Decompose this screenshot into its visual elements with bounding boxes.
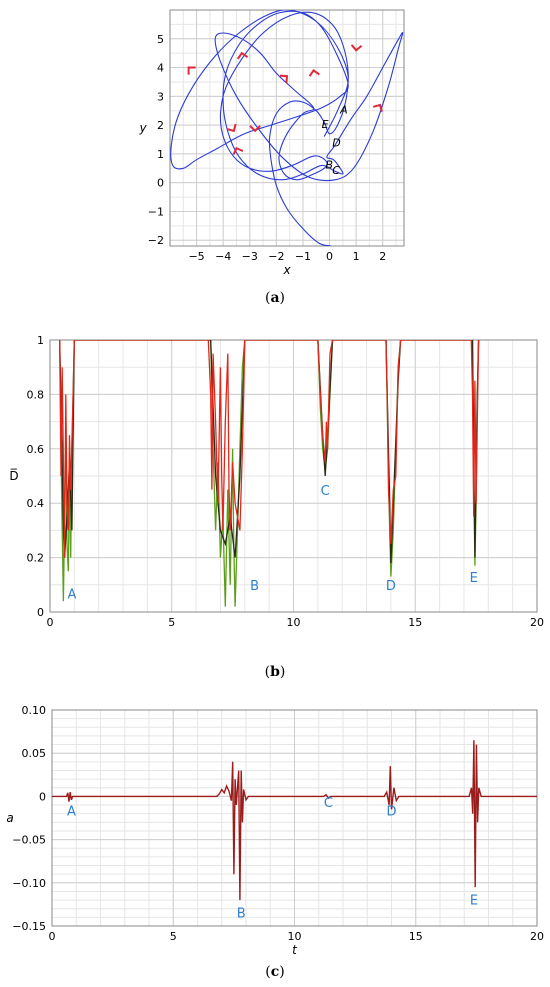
direction-arrow bbox=[350, 44, 363, 52]
caption-b-letter: b bbox=[270, 664, 280, 680]
point-label: D bbox=[332, 137, 340, 150]
panel-a: −5 −4 −3 −2 −1 0 1 2 −2 −1 0 1 2 3 4 5 x y A E D B C bbox=[0, 0, 550, 310]
y-tick-label: 5 bbox=[157, 33, 164, 46]
x-tick-label: 15 bbox=[409, 930, 423, 943]
x-tick-label: 0 bbox=[47, 616, 54, 629]
panel-b: 0 5 10 15 20 0 0.2 0.4 0.6 0.8 1 D̅ A B C D E bbox=[0, 322, 550, 687]
x-tick-label: 1 bbox=[353, 250, 360, 263]
caption-c: (c) bbox=[265, 964, 285, 980]
dbar-chart: 0 5 10 15 20 0 0.2 0.4 0.6 0.8 1 D̅ A B C D E bbox=[9, 334, 544, 629]
x-tick-label: 0 bbox=[49, 930, 56, 943]
x-tick-label: −4 bbox=[215, 250, 231, 263]
arrow-head bbox=[249, 125, 261, 133]
plot-frame bbox=[51, 709, 538, 927]
direction-arrow bbox=[236, 51, 249, 60]
y-tick-label: 4 bbox=[157, 62, 164, 75]
y-tick-label: −1 bbox=[148, 205, 164, 218]
arrow-head bbox=[350, 44, 363, 52]
event-label: D bbox=[386, 804, 396, 819]
direction-arrow bbox=[232, 146, 244, 155]
y-tick-label: −0.15 bbox=[12, 920, 46, 933]
caption-c-letter: c bbox=[270, 964, 280, 980]
y-tick-label: 0 bbox=[157, 177, 164, 190]
direction-arrow bbox=[372, 103, 383, 113]
x-tick-label: 20 bbox=[530, 930, 544, 943]
x-tick-label: 5 bbox=[168, 616, 175, 629]
x-tick-label: 20 bbox=[530, 616, 544, 629]
x-tick-label: −5 bbox=[188, 250, 204, 263]
arrow-head bbox=[279, 74, 289, 84]
point-label: A bbox=[339, 104, 348, 117]
x-tick-label: 5 bbox=[170, 930, 177, 943]
arrow-head bbox=[372, 103, 383, 113]
direction-arrow bbox=[187, 66, 196, 75]
plot-area bbox=[170, 10, 404, 246]
arrow-head bbox=[226, 123, 237, 133]
y-tick-label: 0.6 bbox=[27, 443, 45, 456]
event-label: C bbox=[324, 796, 333, 811]
point-label: C bbox=[332, 164, 340, 177]
x-axis-label: x bbox=[282, 263, 291, 277]
direction-arrow bbox=[279, 74, 289, 84]
event-label: E bbox=[470, 893, 478, 908]
x-tick-label: −2 bbox=[268, 250, 284, 263]
x-axis-label: t bbox=[292, 943, 298, 957]
event-label: E bbox=[470, 571, 478, 586]
x-tick-label: 2 bbox=[379, 250, 386, 263]
x-tick-label: 10 bbox=[287, 616, 301, 629]
x-tick-label: −3 bbox=[242, 250, 258, 263]
event-label: A bbox=[67, 804, 76, 819]
point-label: B bbox=[326, 158, 334, 171]
direction-arrow bbox=[226, 123, 237, 133]
y-tick-label: −0.05 bbox=[12, 834, 46, 847]
y-tick-label: 0.8 bbox=[27, 388, 45, 401]
arrow-head bbox=[308, 69, 320, 77]
y-tick-label: 0.2 bbox=[27, 552, 45, 565]
trajectory-line bbox=[170, 10, 404, 246]
event-label: C bbox=[321, 484, 330, 499]
panel-c: 0 5 10 15 20 −0.15 −0.10 −0.05 0 0.05 0.10 t a A B C D E bbox=[0, 690, 550, 987]
y-tick-label: 0 bbox=[39, 790, 46, 803]
x-tick-label: 10 bbox=[288, 930, 302, 943]
caption-b: (b) bbox=[264, 664, 286, 680]
grid-lines bbox=[51, 709, 538, 927]
direction-arrow bbox=[249, 125, 261, 133]
y-tick-label: 0.05 bbox=[22, 747, 47, 760]
point-label: E bbox=[322, 118, 329, 131]
arrow-head bbox=[236, 51, 249, 60]
acceleration-chart: 0 5 10 15 20 −0.15 −0.10 −0.05 0 0.05 0.10 t a A B C D E bbox=[6, 704, 544, 957]
y-tick-label: 2 bbox=[157, 119, 164, 132]
y-tick-label: 0 bbox=[37, 606, 44, 619]
x-tick-label: 15 bbox=[408, 616, 422, 629]
y-tick-label: 0.10 bbox=[22, 704, 47, 717]
event-label: D bbox=[386, 579, 396, 594]
y-axis-label: D̅ bbox=[9, 468, 18, 483]
y-tick-label: −2 bbox=[148, 234, 164, 247]
arrow-head bbox=[187, 66, 196, 75]
series-line-2 bbox=[59, 340, 480, 558]
series-line-0 bbox=[52, 740, 537, 901]
y-tick-label: −0.10 bbox=[12, 877, 46, 890]
grid-lines bbox=[49, 339, 538, 613]
direction-arrow bbox=[308, 69, 320, 77]
event-label: A bbox=[67, 587, 76, 602]
caption-a-letter: a bbox=[270, 290, 280, 306]
arrow-head bbox=[232, 146, 244, 155]
y-axis-label: y bbox=[138, 121, 147, 135]
y-axis-label: a bbox=[6, 811, 13, 825]
event-label: B bbox=[237, 906, 246, 921]
y-tick-label: 3 bbox=[157, 90, 164, 103]
y-tick-label: 1 bbox=[37, 334, 44, 347]
x-tick-label: −1 bbox=[295, 250, 311, 263]
y-tick-label: 1 bbox=[157, 148, 164, 161]
caption-a: (a) bbox=[264, 290, 285, 306]
x-tick-label: 0 bbox=[326, 250, 333, 263]
event-label: B bbox=[250, 579, 259, 594]
y-tick-label: 0.4 bbox=[27, 497, 45, 510]
